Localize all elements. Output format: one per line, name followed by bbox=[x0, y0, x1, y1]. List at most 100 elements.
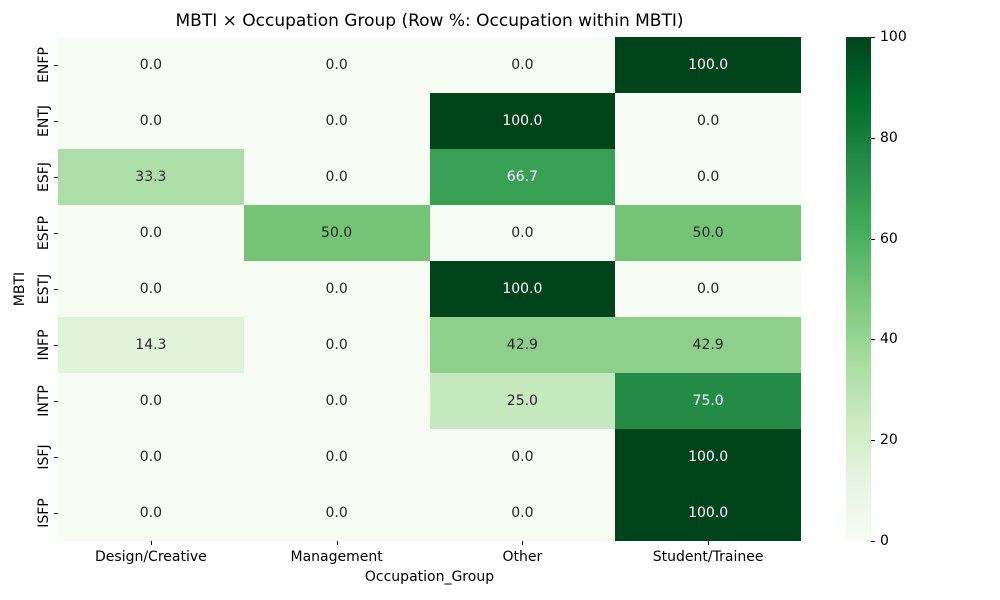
colorbar-tick-label: 40 bbox=[880, 331, 898, 348]
cell-value: 0.0 bbox=[511, 57, 534, 73]
cell-value: 0.0 bbox=[511, 449, 534, 465]
cell-value: 50.0 bbox=[321, 225, 353, 241]
heatmap-cell: 100.0 bbox=[615, 37, 801, 93]
y-tick-label: ESFJ bbox=[36, 162, 52, 192]
y-tick-mark bbox=[54, 121, 58, 122]
y-tick-mark bbox=[54, 233, 58, 234]
y-tick-mark bbox=[54, 513, 58, 514]
cell-value: 0.0 bbox=[511, 505, 534, 521]
cell-value: 0.0 bbox=[325, 393, 348, 409]
heatmap-cell: 33.3 bbox=[58, 149, 244, 205]
colorbar-tick-mark bbox=[871, 137, 875, 139]
heatmap-cell: 0.0 bbox=[615, 93, 801, 149]
heatmap-cell: 0.0 bbox=[58, 429, 244, 485]
y-tick-label: ENTJ bbox=[36, 105, 52, 137]
heatmap-cell: 100.0 bbox=[429, 93, 616, 149]
colorbar-tick-mark bbox=[871, 339, 875, 341]
cell-value: 33.3 bbox=[135, 169, 167, 185]
cell-value: 0.0 bbox=[696, 113, 720, 129]
heatmap-cell: 50.0 bbox=[615, 205, 801, 261]
heatmap-cell: 0.0 bbox=[429, 485, 616, 541]
cell-value: 0.0 bbox=[325, 281, 348, 297]
x-tick-mark bbox=[150, 541, 152, 545]
x-tick-mark bbox=[708, 541, 710, 545]
y-axis-label: MBTI bbox=[12, 271, 28, 307]
cell-value: 0.0 bbox=[139, 505, 162, 521]
colorbar-tick-label: 80 bbox=[880, 129, 898, 146]
x-tick-label: Design/Creative bbox=[95, 549, 207, 565]
heatmap-cell: 0.0 bbox=[615, 149, 801, 205]
x-tick-label: Other bbox=[502, 549, 543, 565]
y-tick-label: INTP bbox=[36, 385, 52, 417]
cell-value: 0.0 bbox=[139, 281, 162, 297]
y-tick-mark bbox=[54, 65, 58, 66]
heatmap-cell: 25.0 bbox=[429, 373, 616, 429]
y-tick-label: ESFP bbox=[36, 215, 52, 251]
cell-value: 0.0 bbox=[139, 449, 162, 465]
y-tick-label: ISFJ bbox=[36, 444, 52, 470]
cell-value: 0.0 bbox=[325, 57, 348, 73]
colorbar-tick-label: 100 bbox=[880, 29, 907, 45]
colorbar-tick-mark bbox=[871, 440, 875, 442]
y-tick-mark bbox=[54, 177, 58, 178]
cell-value: 0.0 bbox=[325, 449, 348, 465]
heatmap-cell: 14.3 bbox=[58, 317, 244, 373]
cell-value: 0.0 bbox=[325, 169, 348, 185]
heatmap-cell: 0.0 bbox=[243, 93, 430, 149]
cell-value: 42.9 bbox=[692, 337, 724, 353]
heatmap-grid: 0.0 0.0 0.0 100.0 0.0 0.0 100.0 0.0 33.3 0.0 66.7 0… bbox=[58, 37, 801, 541]
heatmap-cell: 0.0 bbox=[243, 485, 430, 541]
colorbar: 0 20 40 60 80 100 bbox=[846, 29, 966, 549]
cell-value: 0.0 bbox=[325, 505, 348, 521]
cell-value: 75.0 bbox=[692, 393, 724, 409]
cell-value: 42.9 bbox=[506, 337, 538, 353]
y-tick-mark bbox=[54, 457, 58, 458]
colorbar-gradient bbox=[846, 37, 871, 541]
cell-value: 0.0 bbox=[139, 225, 162, 241]
cell-value: 50.0 bbox=[692, 225, 724, 241]
x-tick-mark bbox=[522, 541, 524, 545]
colorbar-tick-label: 60 bbox=[880, 230, 898, 247]
chart-title: MBTI × Occupation Group (Row %: Occupati… bbox=[175, 11, 684, 31]
y-tick-label: ENFP bbox=[36, 47, 52, 83]
heatmap-cell: 0.0 bbox=[429, 205, 616, 261]
cell-value: 100.0 bbox=[688, 505, 729, 521]
heatmap-cell: 0.0 bbox=[58, 261, 244, 317]
cell-value: 25.0 bbox=[506, 393, 538, 409]
colorbar-tick-label: 0 bbox=[880, 533, 889, 549]
x-tick-label: Student/Trainee bbox=[652, 549, 764, 565]
cell-value: 0.0 bbox=[325, 337, 348, 353]
cell-value: 14.3 bbox=[135, 337, 167, 353]
heatmap-cell: 0.0 bbox=[615, 261, 801, 317]
heatmap-cell: 0.0 bbox=[58, 93, 244, 149]
x-tick-label: Management bbox=[290, 549, 383, 565]
x-tick-mark bbox=[336, 541, 338, 545]
heatmap-cell: 0.0 bbox=[58, 485, 244, 541]
y-tick-label: ISFP bbox=[36, 498, 52, 528]
heatmap-cell: 66.7 bbox=[429, 149, 616, 205]
heatmap-cell: 42.9 bbox=[615, 317, 801, 373]
heatmap-cell: 100.0 bbox=[429, 261, 616, 317]
heatmap-cell: 0.0 bbox=[243, 429, 430, 485]
colorbar-tick-mark bbox=[871, 37, 875, 38]
cell-value: 66.7 bbox=[506, 169, 538, 185]
colorbar-tick-mark bbox=[871, 541, 875, 542]
heatmap-cell: 100.0 bbox=[615, 485, 801, 541]
y-tick-label: INFP bbox=[36, 329, 52, 361]
heatmap-cell: 0.0 bbox=[429, 37, 616, 93]
heatmap-cell: 0.0 bbox=[243, 373, 430, 429]
cell-value: 100.0 bbox=[688, 57, 729, 73]
heatmap-cell: 0.0 bbox=[243, 37, 430, 93]
cell-value: 0.0 bbox=[696, 169, 720, 185]
y-tick-mark bbox=[54, 401, 58, 402]
heatmap-cell: 0.0 bbox=[58, 37, 244, 93]
y-tick-mark bbox=[54, 345, 58, 346]
y-tick-label: ESTJ bbox=[36, 273, 52, 305]
heatmap-cell: 0.0 bbox=[243, 317, 430, 373]
x-axis-label: Occupation_Group bbox=[364, 569, 495, 585]
heatmap-cell: 50.0 bbox=[243, 205, 430, 261]
cell-value: 0.0 bbox=[511, 225, 534, 241]
heatmap-cell: 75.0 bbox=[615, 373, 801, 429]
heatmap-cell: 100.0 bbox=[615, 429, 801, 485]
